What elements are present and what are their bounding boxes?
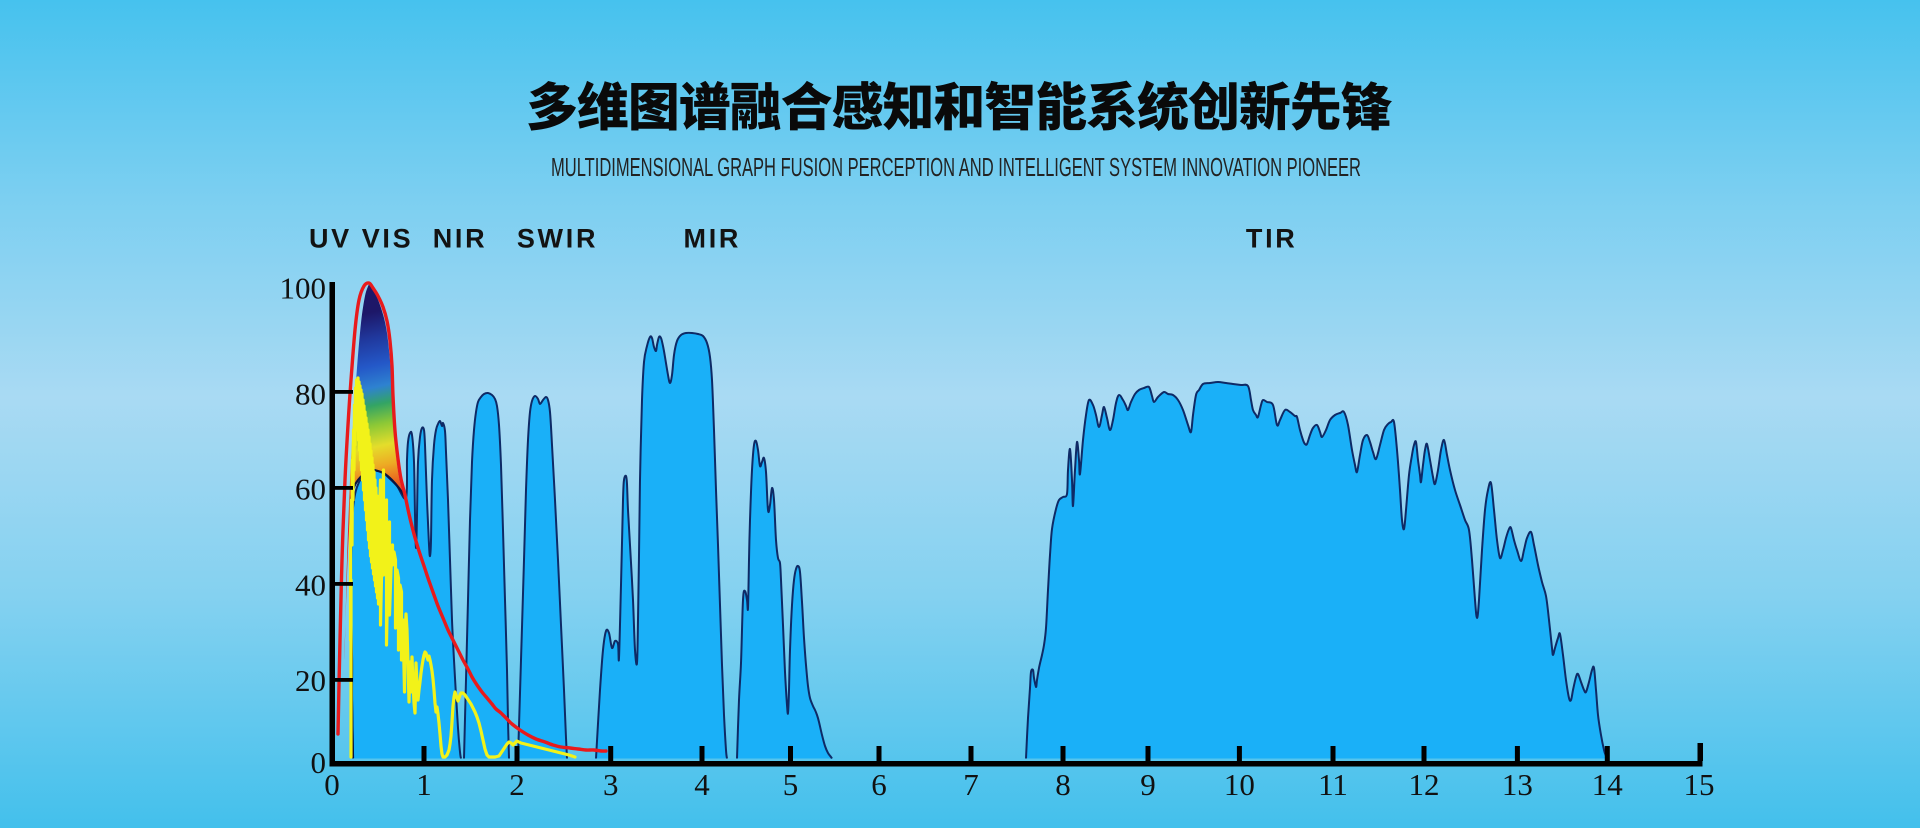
svg-text:60: 60 [295,472,326,507]
svg-text:TIR: TIR [1246,224,1298,254]
svg-text:80: 80 [295,377,326,412]
svg-text:UV: UV [309,224,352,254]
svg-text:7: 7 [963,767,979,802]
svg-text:20: 20 [295,663,326,698]
svg-text:NIR: NIR [433,224,488,254]
svg-text:MIR: MIR [684,224,742,254]
svg-text:12: 12 [1409,767,1440,802]
svg-text:14: 14 [1592,767,1624,802]
svg-text:2: 2 [509,767,525,802]
svg-text:40: 40 [295,567,326,602]
svg-text:SWIR: SWIR [517,224,598,254]
svg-text:5: 5 [783,767,799,802]
svg-text:100: 100 [280,271,327,306]
svg-text:VIS: VIS [362,224,414,254]
svg-text:3: 3 [603,767,619,802]
svg-text:10: 10 [1224,767,1255,802]
svg-text:MULTIDIMENSIONAL GRAPH FUSION: MULTIDIMENSIONAL GRAPH FUSION PERCEPTION… [551,152,1361,182]
svg-text:1: 1 [416,767,432,802]
svg-text:15: 15 [1684,767,1715,802]
svg-text:0: 0 [311,745,327,780]
svg-text:9: 9 [1140,767,1156,802]
svg-text:0: 0 [324,767,340,802]
svg-text:6: 6 [871,767,887,802]
svg-text:4: 4 [694,767,710,802]
svg-text:8: 8 [1055,767,1071,802]
svg-text:13: 13 [1502,767,1533,802]
svg-text:11: 11 [1318,767,1348,802]
